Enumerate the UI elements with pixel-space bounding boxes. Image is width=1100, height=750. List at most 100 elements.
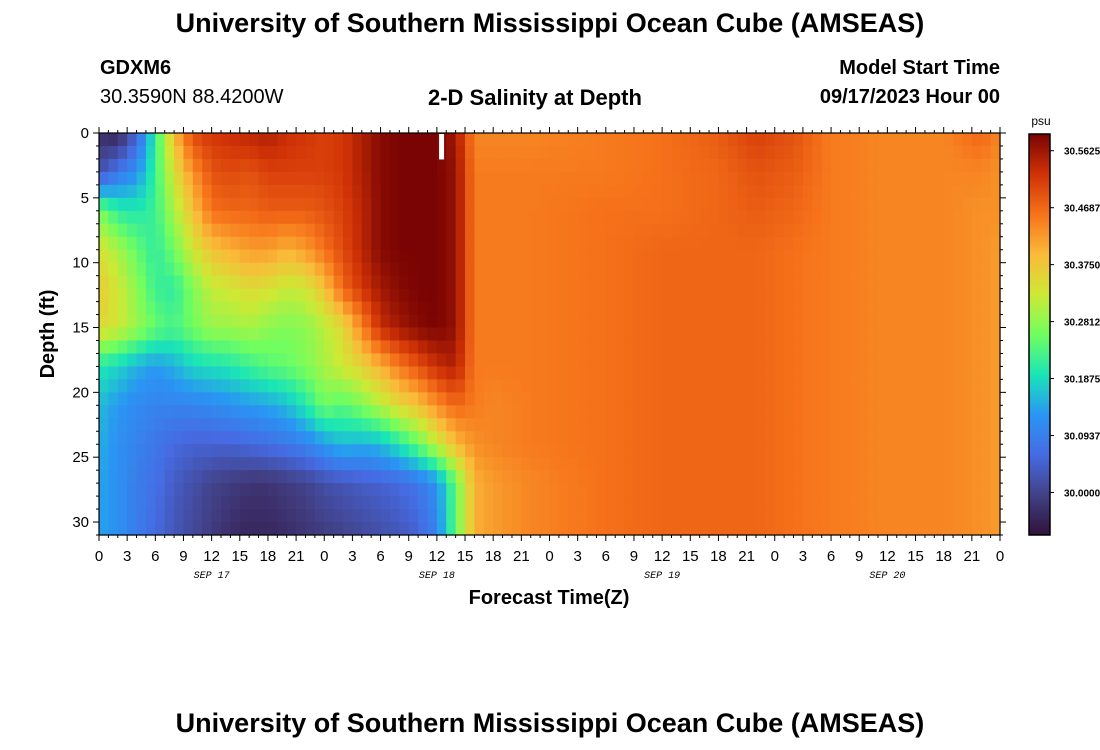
heatmap-cell (981, 314, 992, 329)
heatmap-cell (249, 288, 260, 303)
heatmap-cell (361, 223, 372, 238)
heatmap-cell (511, 340, 522, 355)
heatmap-cell (990, 171, 1001, 186)
heatmap-cell (127, 145, 138, 160)
heatmap-cell (314, 522, 325, 536)
heatmap-cell (352, 197, 363, 212)
heatmap-cell (690, 392, 701, 406)
heatmap-cell (511, 262, 522, 277)
heatmap-cell (117, 145, 128, 160)
heatmap-cell (877, 405, 888, 419)
heatmap-cell (511, 457, 522, 471)
heatmap-cell (690, 509, 701, 523)
heatmap-cell (117, 249, 128, 264)
heatmap-cell (971, 249, 982, 264)
heatmap-cell (643, 327, 654, 342)
heatmap-cell (953, 171, 964, 186)
heatmap-cell (465, 379, 476, 393)
heatmap-cell (493, 210, 504, 225)
heatmap-cell (812, 418, 823, 432)
heatmap-cell (784, 379, 795, 393)
heatmap-cell (802, 353, 813, 368)
heatmap-cell (793, 418, 804, 432)
heatmap-cell (99, 418, 109, 432)
heatmap-cell (455, 327, 466, 342)
heatmap-cell (746, 262, 757, 277)
heatmap-cell (737, 314, 748, 329)
heatmap-cell (230, 366, 241, 380)
heatmap-cell (953, 158, 964, 173)
heatmap-cell (493, 522, 504, 536)
heatmap-cell (521, 236, 532, 251)
heatmap-cell (718, 522, 729, 536)
heatmap-cell (671, 483, 682, 497)
heatmap-cell (230, 314, 241, 329)
heatmap-cell (192, 223, 203, 238)
heatmap-cell (727, 431, 738, 445)
heatmap-cell (896, 171, 907, 186)
heatmap-cell (587, 210, 598, 225)
heatmap-cell (596, 236, 607, 251)
heatmap-cell (821, 457, 832, 471)
heatmap-cell (718, 457, 729, 471)
heatmap-cell (343, 431, 354, 445)
heatmap-cell (990, 405, 1001, 419)
heatmap-cell (117, 444, 128, 458)
heatmap-cell (624, 470, 635, 484)
heatmap-cell (718, 444, 729, 458)
heatmap-cell (408, 288, 419, 303)
heatmap-cell (493, 236, 504, 251)
heatmap-cell (389, 405, 400, 419)
heatmap-cell (859, 496, 870, 510)
heatmap-cell (831, 366, 842, 380)
heatmap-cell (136, 275, 147, 290)
heatmap-cell (746, 353, 757, 368)
heatmap-cell (896, 197, 907, 212)
heatmap-cell (868, 470, 879, 484)
heatmap-cell (596, 301, 607, 316)
heatmap-cell (699, 340, 710, 355)
heatmap-cell (859, 210, 870, 225)
heatmap-cell (849, 210, 860, 225)
heatmap-cell (877, 509, 888, 523)
heatmap-cell (502, 379, 513, 393)
heatmap-cell (943, 314, 954, 329)
heatmap-cell (371, 210, 382, 225)
heatmap-cell (277, 145, 288, 160)
heatmap-cell (511, 353, 522, 368)
heatmap-cell (662, 431, 673, 445)
heatmap-cell (962, 522, 973, 536)
heatmap-cell (436, 184, 447, 199)
heatmap-cell (502, 145, 513, 160)
heatmap-cell (277, 366, 288, 380)
heatmap-cell (380, 145, 391, 160)
heatmap-cell (343, 236, 354, 251)
heatmap-cell (680, 184, 691, 199)
heatmap-cell (765, 509, 776, 523)
heatmap-cell (202, 444, 213, 458)
heatmap-cell (774, 353, 785, 368)
heatmap-cell (493, 301, 504, 316)
heatmap-cell (117, 405, 128, 419)
heatmap-cell (709, 340, 720, 355)
heatmap-cell (99, 262, 109, 277)
heatmap-cell (174, 405, 185, 419)
heatmap-cell (709, 301, 720, 316)
heatmap-cell (502, 288, 513, 303)
heatmap-cell (962, 197, 973, 212)
heatmap-cell (549, 457, 560, 471)
heatmap-cell (117, 496, 128, 510)
heatmap-cell (774, 483, 785, 497)
heatmap-cell (211, 275, 222, 290)
heatmap-cell (230, 392, 241, 406)
heatmap-cell (615, 470, 626, 484)
heatmap-cell (258, 457, 269, 471)
heatmap-cell (737, 522, 748, 536)
heatmap-cell (868, 145, 879, 160)
heatmap-cell (455, 158, 466, 173)
heatmap-cell (568, 210, 579, 225)
heatmap-cell (502, 470, 513, 484)
heatmap-cell (192, 301, 203, 316)
heatmap-cell (258, 327, 269, 342)
heatmap-cell (145, 236, 156, 251)
